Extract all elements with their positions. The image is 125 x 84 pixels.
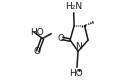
Text: HO: HO	[69, 69, 83, 78]
Text: O: O	[58, 34, 65, 43]
Text: H₂N: H₂N	[66, 2, 83, 11]
Text: O: O	[34, 47, 41, 56]
Text: N: N	[75, 42, 82, 51]
Text: HO: HO	[30, 28, 44, 37]
